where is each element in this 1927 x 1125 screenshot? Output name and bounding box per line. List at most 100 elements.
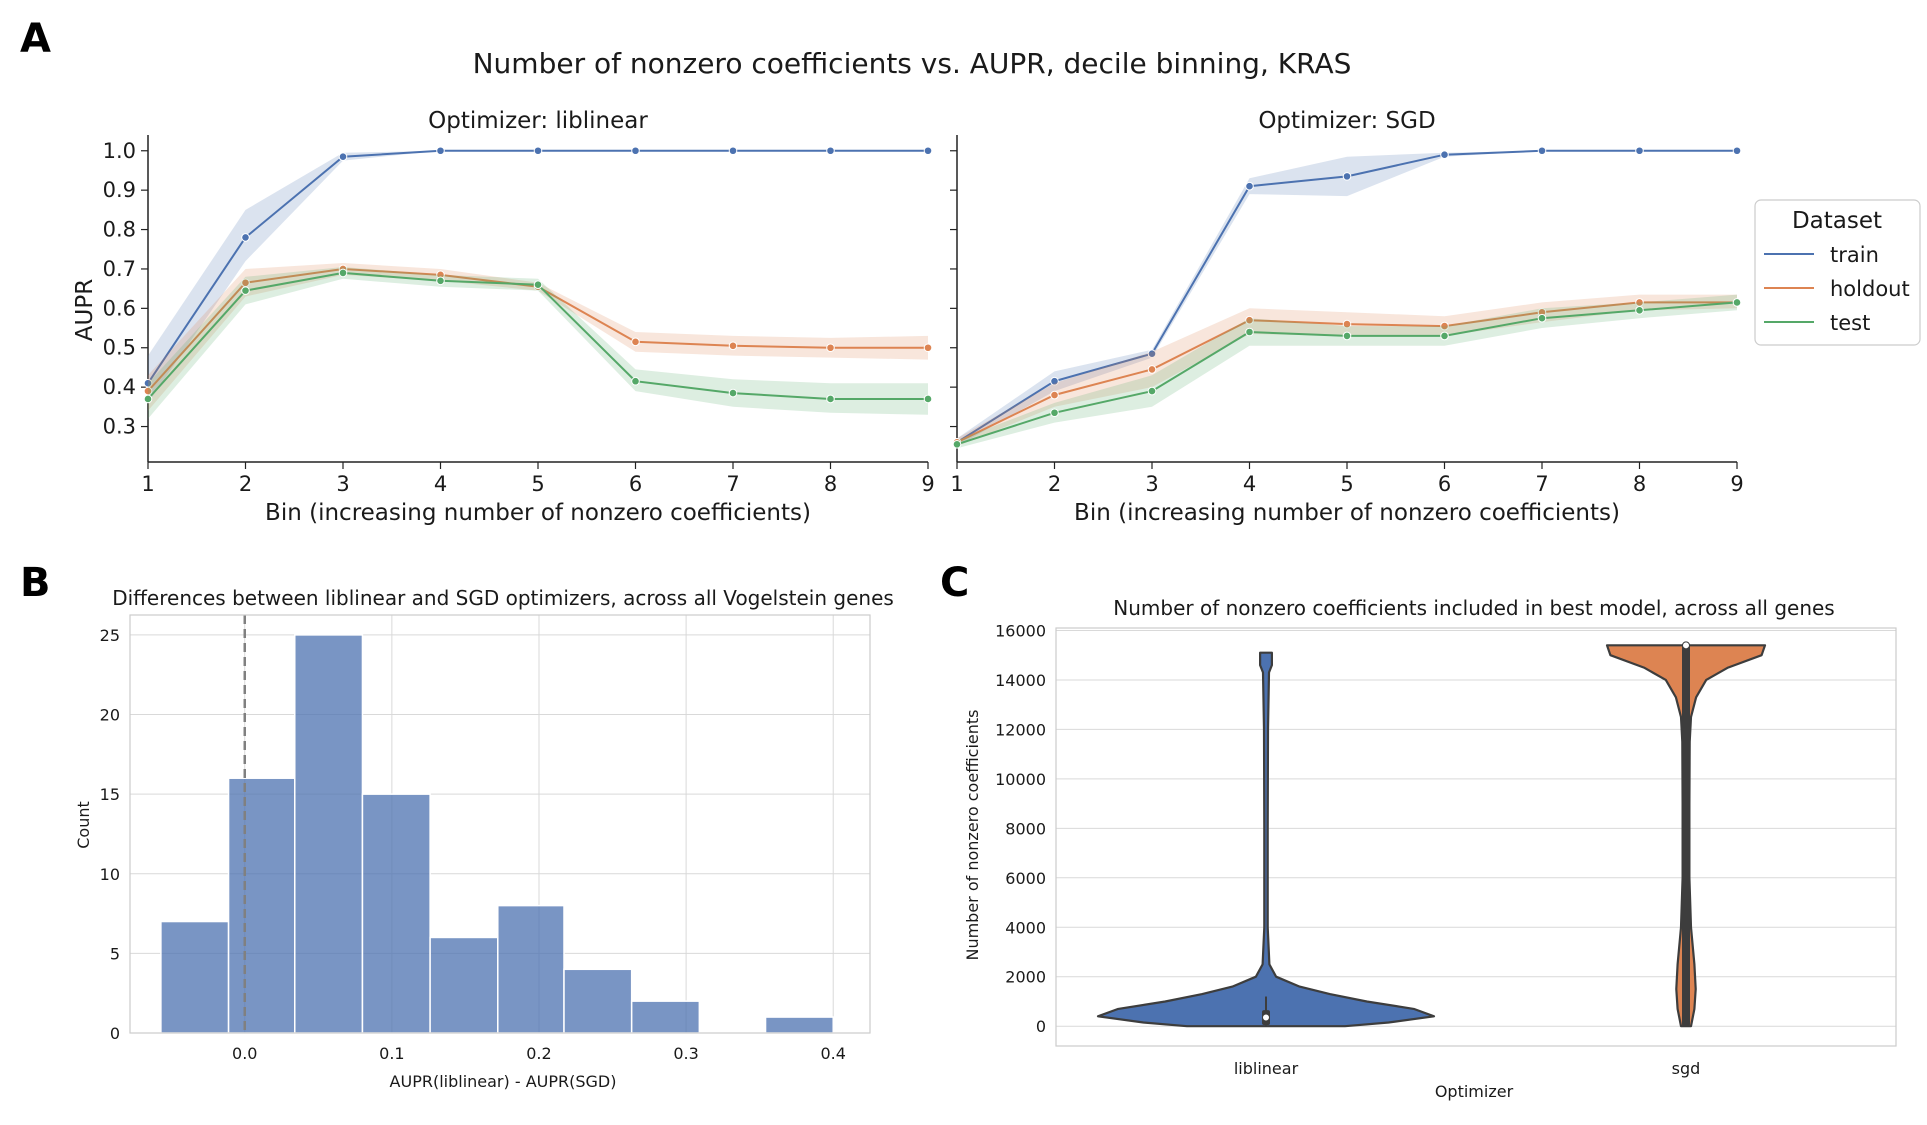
data-point-test xyxy=(436,276,445,286)
y-tick-label: 0.3 xyxy=(103,415,136,439)
x-tick-label: 2 xyxy=(1048,472,1061,496)
y-tick-label: 0.9 xyxy=(103,178,136,202)
data-point-test xyxy=(1440,331,1449,341)
data-point-train xyxy=(533,146,543,156)
panel-b-xlabel: AUPR(liblinear) - AUPR(SGD) xyxy=(390,1072,617,1091)
panel-b-ylabel: Count xyxy=(74,801,93,849)
y-tick-label: 12000 xyxy=(995,720,1046,739)
subplot-liblinear-title: Optimizer: liblinear xyxy=(428,108,648,134)
data-point-test xyxy=(1732,298,1742,307)
y-tick-label: 14000 xyxy=(995,671,1046,690)
y-tick-label: 0.5 xyxy=(103,336,136,360)
data-point-train xyxy=(631,146,640,156)
x-tick-label: 1 xyxy=(950,472,963,496)
data-point-test xyxy=(241,286,250,295)
y-tick-label: 10000 xyxy=(995,770,1046,789)
data-point-test xyxy=(826,394,835,404)
plot-frame xyxy=(129,614,871,1034)
panel-c-ylabel: Number of nonzero coefficients xyxy=(963,709,982,960)
y-tick-label: 0.4 xyxy=(103,375,136,399)
data-point-train xyxy=(1732,146,1742,156)
legend-label-test: test xyxy=(1830,311,1870,335)
data-point-holdout xyxy=(826,343,835,353)
y-tick-label: 2000 xyxy=(1005,968,1046,987)
data-point-test xyxy=(728,388,738,398)
histogram-bar xyxy=(497,904,565,1034)
data-point-train xyxy=(436,146,445,156)
plot-frame xyxy=(1055,627,1897,1047)
subplot-sgd-title: Optimizer: SGD xyxy=(1258,108,1435,134)
data-point-train xyxy=(826,146,835,156)
panel-letter-a: A xyxy=(20,16,51,62)
x-tick-label: 0.3 xyxy=(673,1044,698,1063)
x-tick-label: 5 xyxy=(531,472,544,496)
panel-letter-c: C xyxy=(940,560,969,606)
median-marker-liblinear xyxy=(1262,1013,1270,1022)
histogram-bar xyxy=(227,777,296,1034)
data-point-test xyxy=(923,394,933,404)
panel-c: Number of nonzero coefficients included … xyxy=(963,596,1897,1101)
legend-label-holdout: holdout xyxy=(1830,277,1910,301)
x-tick-label: sgd xyxy=(1672,1059,1701,1078)
dataset-legend: Dataset train holdout test xyxy=(1754,199,1921,346)
x-tick-label: 0.4 xyxy=(820,1044,845,1063)
data-point-test xyxy=(1537,313,1547,323)
panel-c-title: Number of nonzero coefficients included … xyxy=(1113,596,1834,620)
x-tick-label: 4 xyxy=(1243,472,1256,496)
y-tick-label: 5 xyxy=(110,944,120,963)
histogram-bar xyxy=(361,793,431,1034)
data-point-holdout xyxy=(1050,390,1059,400)
x-tick-label: 0.2 xyxy=(526,1044,551,1063)
y-tick-label: 20 xyxy=(100,706,120,725)
data-point-train xyxy=(1245,181,1254,191)
x-tick-label: 3 xyxy=(1145,472,1158,496)
data-point-train xyxy=(1050,376,1059,386)
y-tick-label: 6000 xyxy=(1005,869,1046,888)
histogram-plot: 0 5 10 15 20 25 0.0 0.1 0.2 0.3 0.4 xyxy=(100,614,871,1063)
x-tick-label: 7 xyxy=(1535,472,1548,496)
data-point-train xyxy=(728,146,738,156)
x-tick-label: 9 xyxy=(1730,472,1743,496)
panel-c-xlabel: Optimizer xyxy=(1435,1082,1514,1101)
violin-plot: liblinear sgd 0 2000 4000 6000 8000 10000 12000 1… xyxy=(995,621,1897,1078)
data-point-test xyxy=(1147,386,1157,396)
y-tick-label: 25 xyxy=(100,626,120,645)
aupr-ylabel: AUPR xyxy=(72,279,98,341)
data-point-train xyxy=(1537,146,1547,156)
data-point-test xyxy=(1635,306,1644,315)
y-tick-label: 8000 xyxy=(1005,819,1046,838)
data-point-holdout xyxy=(1440,321,1449,331)
data-point-test xyxy=(631,376,640,386)
y-tick-label: 0.7 xyxy=(103,257,136,281)
subplot-liblinear-xlabel: Bin (increasing number of nonzero coeffi… xyxy=(265,500,811,526)
x-tick-label: 7 xyxy=(726,472,739,496)
subplot-liblinear: Optimizer: liblinear Bin (increasing num… xyxy=(72,108,935,526)
x-tick-label: liblinear xyxy=(1234,1059,1299,1078)
y-tick-label: 4000 xyxy=(1005,918,1046,937)
x-tick-label: 6 xyxy=(629,472,642,496)
data-point-train xyxy=(923,146,933,156)
ci-band-test xyxy=(957,294,1737,449)
x-tick-label: 9 xyxy=(921,472,934,496)
x-tick-label: 8 xyxy=(824,472,837,496)
y-tick-label: 0 xyxy=(1036,1017,1046,1036)
y-tick-label: 1.0 xyxy=(103,139,136,163)
legend-frame xyxy=(1754,199,1921,346)
data-point-train xyxy=(241,233,250,242)
median-marker-sgd xyxy=(1682,641,1690,650)
histogram-bar xyxy=(429,936,499,1034)
data-point-holdout xyxy=(1245,315,1254,325)
panel-a-suptitle: Number of nonzero coefficients vs. AUPR,… xyxy=(473,47,1352,80)
x-tick-label: 0.0 xyxy=(232,1044,257,1063)
y-tick-label: 10 xyxy=(100,865,120,884)
x-tick-label: 8 xyxy=(1633,472,1646,496)
y-tick-label: 16000 xyxy=(995,621,1046,640)
data-point-test xyxy=(338,268,348,278)
data-point-holdout xyxy=(631,337,640,347)
data-point-train xyxy=(1635,146,1644,156)
subplot-sgd-xlabel: Bin (increasing number of nonzero coeffi… xyxy=(1074,500,1620,526)
panel-letter-b: B xyxy=(20,560,51,606)
data-point-test xyxy=(1342,331,1352,341)
ci-band-holdout xyxy=(148,263,928,411)
